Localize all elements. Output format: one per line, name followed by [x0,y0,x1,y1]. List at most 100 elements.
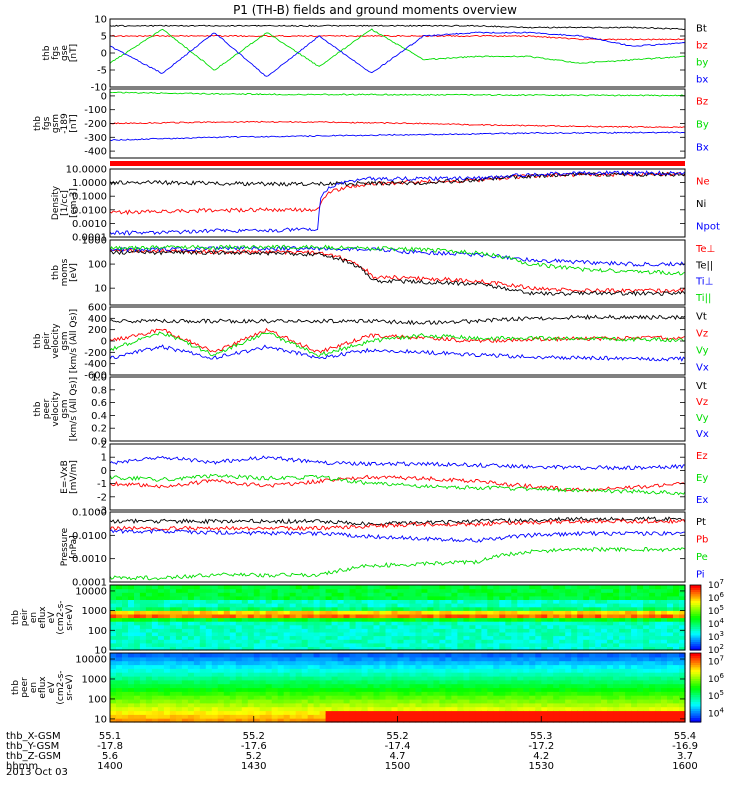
spectrogram-cell [511,679,518,685]
spectrogram-cell [187,664,195,669]
legend-bz: bz [696,41,708,52]
spectrogram-cell [529,603,536,608]
spectrogram-cell [403,683,411,689]
spectrogram-cell [110,610,117,615]
spectrogram-cell [295,639,303,644]
spectrogram-cell [475,595,482,600]
spectrogram-cell [253,706,261,712]
series-line-bx [109,131,686,142]
spectrogram-cell [355,706,363,712]
spectrogram-cell [595,592,602,597]
spectrogram-cell [625,628,632,633]
spectrogram-cell [223,610,231,615]
spectrogram-cell [601,718,608,723]
spectrogram-cell [421,621,429,626]
spectrogram-cell [457,714,464,719]
y-axis-label: [nT] [69,114,79,132]
spectrogram-cell [307,660,315,666]
spectrogram-cell [271,646,279,651]
spectrogram-cell [271,642,279,647]
spectrogram-cell [259,683,267,689]
spectrogram-cell [577,642,584,647]
spectrogram-cell [679,595,686,600]
spectrogram-cell [397,631,405,637]
spectrogram-cell [283,585,291,590]
spectrogram-cell [325,672,333,677]
spectrogram-cell [631,668,638,673]
spectrogram-cell [391,664,399,669]
spectrogram-cell [589,710,596,715]
spectrogram-cell [157,679,165,685]
spectrogram-cell [607,718,614,723]
spectrogram-cell [493,656,500,662]
spectrogram-cell [187,699,195,704]
spectrogram-cell [667,695,674,700]
spectrogram-cell [259,706,267,712]
spectrogram-cell [439,595,446,600]
x-tick-label: 4.7 [390,751,406,762]
spectrogram-cell [559,691,566,696]
spectrogram-cell [307,599,315,604]
spectrogram-cell [379,660,387,666]
spectrogram-cell [397,679,405,685]
spectrogram-cell [607,599,614,604]
spectrogram-cell [331,606,339,611]
spectrogram-cell [439,617,446,622]
legend-vx: Vx [696,363,709,374]
spectrogram-cell [625,595,632,600]
spectrogram-cell [337,610,345,615]
spectrogram-cell [481,668,488,673]
spectrogram-cell [128,624,135,629]
spectrogram-cell [559,695,566,700]
spectrogram-cell [643,639,650,644]
spectrogram-cell [253,610,261,615]
spectrogram-cell [433,606,440,611]
spectrogram-cell [463,679,470,685]
spectrogram-cell [265,714,273,719]
spectrogram-cell [247,668,255,673]
spectrogram-cell [307,588,315,593]
spectrogram-cell [529,653,536,658]
spectrogram-cell [565,631,572,637]
spectrogram-cell [134,695,141,700]
spectrogram-cell [139,676,147,681]
spectrogram-cell [583,676,590,681]
spectrogram-cell [637,603,644,608]
spectrogram-cell [241,642,249,647]
spectrogram-cell [547,642,554,647]
spectrogram-cell [259,695,267,700]
spectrogram-cell [661,653,668,658]
spectrogram-cell [265,642,273,647]
spectrogram-cell [631,691,638,696]
spectrogram-cell [385,710,393,715]
spectrogram-cell [110,660,117,666]
spectrogram-cell [199,610,207,615]
spectrogram-cell [151,631,159,637]
spectrogram-cell [277,672,285,677]
spectrogram-cell [433,702,440,708]
spectrogram-cell [589,679,596,685]
spectrogram-cell [343,660,351,666]
spectrogram-cell [289,702,297,708]
spectrogram-cell [397,610,405,615]
spectrogram-cell [116,672,123,677]
spectrogram-cell [175,631,183,637]
spectrogram-cell [595,610,602,615]
spectrogram-cell [535,610,542,615]
spectrogram-cell [631,610,638,615]
spectrogram-cell [301,714,309,719]
spectrogram-cell [679,687,686,692]
spectrogram-cell [217,683,225,689]
x-tick-label: 55.2 [386,731,408,742]
spectrogram-cell [547,610,554,615]
spectrogram-cell [295,642,303,647]
spectrogram-cell [595,588,602,593]
spectrogram-cell [439,588,446,593]
spectrogram-cell [505,628,512,633]
spectrogram-cell [169,646,177,651]
spectrogram-cell [289,639,297,644]
spectrogram-cell [463,635,470,640]
spectrogram-cell [229,624,237,629]
spectrogram-cell [193,599,201,604]
